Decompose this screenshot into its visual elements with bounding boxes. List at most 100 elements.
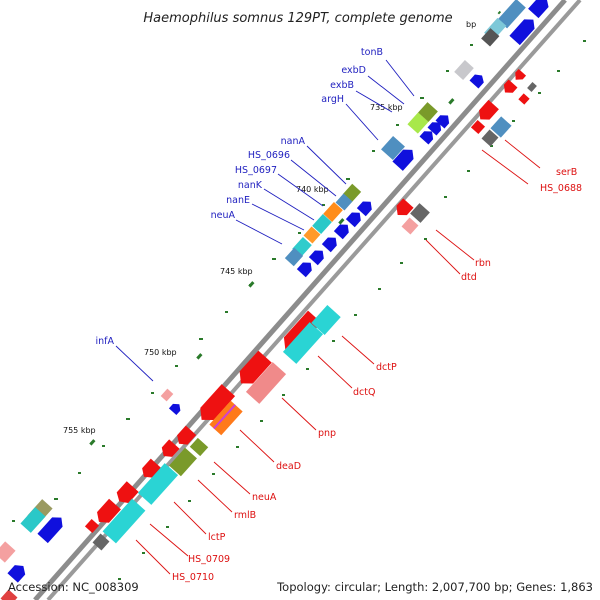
gene-feature[interactable] (345, 209, 364, 228)
gene-deaD-red[interactable] (195, 384, 236, 426)
gene-feature[interactable] (20, 507, 46, 533)
forward-strand-features (0, 0, 552, 600)
gene-feature[interactable] (454, 60, 474, 80)
label-dctP[interactable]: dctP (376, 362, 397, 373)
gene-feature[interactable] (84, 518, 100, 534)
gene-feature[interactable] (501, 79, 518, 97)
label-tonB[interactable]: tonB (361, 47, 383, 58)
gene-infA[interactable] (160, 388, 174, 402)
gene-feature[interactable] (528, 0, 552, 19)
label-pnp[interactable]: pnp (318, 428, 336, 439)
gene-neuA-rev[interactable] (189, 437, 209, 457)
gene-nanE[interactable] (303, 226, 321, 244)
gene-feature[interactable] (518, 93, 530, 105)
gene-tonB-arrow2[interactable] (435, 112, 453, 129)
label-deaD[interactable]: deaD (276, 461, 301, 472)
gene-feature[interactable] (158, 439, 180, 460)
gene-feature[interactable] (0, 589, 18, 600)
map-title: Haemophilus somnus 129PT, complete genom… (143, 11, 452, 26)
label-rmlB[interactable]: rmlB (234, 510, 256, 521)
gene-feature[interactable] (410, 203, 430, 223)
gene-feature[interactable] (113, 481, 139, 507)
reverse-label-callouts (135, 139, 541, 575)
gene-HS_0696[interactable] (335, 193, 353, 211)
gene-HS_0688[interactable] (475, 99, 499, 124)
gene-pnp[interactable] (245, 362, 287, 404)
gene-dctQ[interactable] (282, 322, 324, 364)
inner-tick-marks (118, 40, 586, 580)
gene-tonB-arrow[interactable] (427, 119, 445, 136)
gene-rmlB[interactable] (169, 447, 197, 477)
gene-feature[interactable] (92, 533, 110, 551)
gene-HS_0709[interactable] (93, 498, 121, 528)
gene-serB[interactable] (490, 116, 512, 138)
gene-feature[interactable] (37, 513, 66, 544)
forward-gene-labels: tonB exbD exbB argH nanA HS_0696 HS_0697… (95, 47, 383, 347)
label-neuA[interactable]: neuA (211, 210, 236, 221)
outer-tick-marks (12, 10, 502, 527)
gene-dctP[interactable] (311, 305, 341, 335)
label-lctP[interactable]: lctP (208, 532, 226, 543)
label-HS_0697[interactable]: HS_0697 (235, 165, 277, 176)
gene-HS_0710[interactable] (102, 498, 146, 544)
gene-nanK[interactable] (312, 214, 332, 234)
gene-feature[interactable] (296, 259, 315, 278)
tick-label-745: 745 kbp (220, 267, 253, 276)
gene-pnp-red[interactable] (234, 350, 272, 390)
label-neuA-rev[interactable]: neuA (252, 492, 277, 503)
gene-feature[interactable] (481, 129, 499, 147)
label-exbD[interactable]: exbD (341, 65, 366, 76)
gene-feature[interactable] (469, 72, 487, 89)
gene-argH[interactable] (381, 135, 405, 161)
gene-HS_0697[interactable] (323, 202, 343, 222)
label-dctQ[interactable]: dctQ (353, 387, 375, 398)
label-rbn[interactable]: rbn (475, 258, 491, 269)
major-tick-marks (89, 98, 455, 446)
label-HS_0688[interactable]: HS_0688 (540, 183, 582, 194)
gene-feature[interactable] (284, 247, 304, 267)
gene-exbD-arrow[interactable] (419, 128, 437, 145)
gene-feature[interactable] (0, 541, 16, 563)
gene-exbD[interactable] (418, 102, 438, 122)
gene-argH-arrow[interactable] (392, 145, 417, 171)
gene-feature[interactable] (509, 15, 538, 46)
label-HS_0709[interactable]: HS_0709 (188, 554, 230, 565)
label-nanE[interactable]: nanE (226, 195, 250, 206)
label-exbB[interactable]: exbB (330, 80, 354, 91)
gene-feature[interactable] (174, 425, 197, 449)
gene-lctP[interactable] (137, 463, 179, 505)
reverse-strand-features (84, 68, 537, 551)
label-dtd[interactable]: dtd (461, 272, 477, 283)
gene-feature[interactable] (7, 561, 28, 583)
gene-feature[interactable] (512, 68, 527, 83)
gene-feature[interactable] (470, 119, 486, 135)
gene-feature[interactable] (333, 221, 352, 240)
forward-label-callouts (115, 59, 415, 382)
genome-summary: Topology: circular; Length: 2,007,700 bp… (277, 580, 593, 594)
gene-infA-arrow[interactable] (168, 401, 183, 416)
reverse-gene-labels: serB HS_0688 rbn dtd dctP dctQ pnp deaD … (172, 167, 582, 583)
gene-feature[interactable] (308, 247, 327, 266)
tick-label-755: 755 kbp (63, 426, 96, 435)
label-HS_0710[interactable]: HS_0710 (172, 572, 214, 583)
label-infA[interactable]: infA (95, 336, 114, 347)
gene-rbn[interactable] (392, 198, 414, 219)
gene-feature[interactable] (356, 198, 375, 217)
label-serB[interactable]: serB (556, 167, 577, 178)
label-argH[interactable]: argH (321, 94, 344, 105)
gene-feature[interactable] (527, 82, 537, 92)
label-nanK[interactable]: nanK (238, 180, 263, 191)
gene-feature[interactable] (321, 234, 340, 253)
tick-label-735: 735 kbp (370, 103, 403, 112)
tick-label-750: 750 kbp (144, 348, 177, 357)
accession-label: Accession: NC_008309 (8, 580, 139, 594)
label-HS_0696[interactable]: HS_0696 (248, 150, 290, 161)
gene-feature[interactable] (497, 0, 526, 29)
gene-feature[interactable] (481, 28, 500, 47)
label-nanA[interactable]: nanA (281, 136, 306, 147)
gene-dtd[interactable] (401, 217, 419, 235)
gene-exbB[interactable] (407, 112, 429, 134)
gene-deaD[interactable] (209, 400, 243, 436)
position-labels: 735 kbp 740 kbp 745 kbp 750 kbp 755 kbp … (63, 20, 476, 435)
